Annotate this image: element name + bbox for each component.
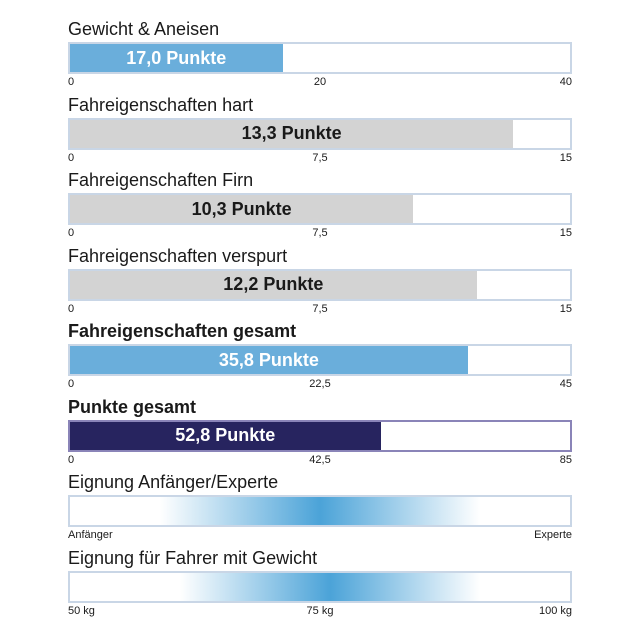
scale-title: Eignung Anfänger/Experte — [68, 472, 279, 492]
axis-tick-label: 0 — [68, 302, 75, 315]
metric-title: Punkte gesamt — [68, 396, 197, 417]
axis-tick-label: 100 kg — [538, 604, 572, 617]
axis-tick-label: 15 — [559, 302, 572, 315]
metric-title: Fahreigenschaften Firn — [68, 170, 254, 190]
suitability-gradient — [68, 495, 572, 527]
scale-title: Eignung für Fahrer mit Gewicht — [68, 547, 318, 568]
bar-track: 13,3 Punkte — [68, 117, 572, 150]
bar-track: 12,2 Punkte — [68, 268, 572, 301]
bar-value-label: 35,8 Punkte — [218, 349, 319, 370]
axis-tick-label: 15 — [559, 227, 572, 239]
axis-tick-label: 42,5 — [309, 453, 331, 466]
axis-tick-label: 0 — [68, 378, 75, 390]
axis-tick-label: 45 — [559, 378, 572, 390]
bar — [70, 195, 414, 223]
bar-value-label: 13,3 Punkte — [241, 123, 342, 143]
metric-title: Fahreigenschaften hart — [68, 94, 254, 115]
axis-tick-label: 7,5 — [312, 151, 328, 164]
axis-tick-label: Experte — [534, 529, 572, 541]
bar-track: 17,0 Punkte — [68, 42, 572, 74]
bar — [70, 346, 468, 374]
axis-tick-label: 0 — [68, 76, 75, 88]
axis-tick-label: 40 — [559, 76, 572, 88]
axis-tick-label: 75 kg — [306, 604, 334, 617]
bar — [70, 270, 477, 299]
axis-tick-label: 0 — [68, 227, 75, 239]
axis-tick-label: 7,5 — [312, 302, 328, 315]
bar-value-label: 12,2 Punkte — [223, 274, 324, 294]
bar-value-label: 52,8 Punkte — [175, 425, 276, 445]
bar-track: 10,3 Punkte — [68, 193, 572, 225]
bar — [70, 44, 283, 72]
bar-track: 52,8 Punkte — [68, 419, 572, 452]
axis-tick-label: 0 — [68, 453, 75, 466]
axis-tick-label: 85 — [559, 453, 572, 466]
axis-tick-label: Anfänger — [68, 529, 113, 541]
metric-title: Fahreigenschaften verspurt — [68, 245, 288, 266]
axis-tick-label: 15 — [559, 151, 572, 164]
axis-tick-label: 0 — [68, 151, 75, 164]
bar-value-label: 10,3 Punkte — [191, 198, 292, 219]
metric-title: Fahreigenschaften gesamt — [68, 321, 297, 341]
suitability-gradient — [68, 570, 572, 603]
axis-tick-label: 20 — [313, 76, 327, 88]
bar-track: 35,8 Punkte — [68, 344, 572, 376]
axis-tick-label: 7,5 — [312, 227, 328, 239]
bar — [70, 421, 381, 450]
axis-tick-label: 22,5 — [309, 378, 331, 390]
bar — [70, 119, 514, 148]
metric-title: Gewicht & Aneisen — [68, 19, 220, 39]
bar-value-label: 17,0 Punkte — [126, 47, 227, 68]
axis-tick-label: 50 kg — [68, 604, 95, 617]
